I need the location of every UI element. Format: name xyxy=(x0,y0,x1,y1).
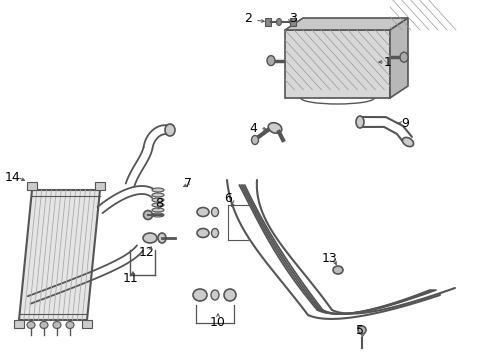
Text: 2: 2 xyxy=(244,12,252,24)
Text: 10: 10 xyxy=(210,315,226,328)
Ellipse shape xyxy=(143,233,157,243)
Text: 3: 3 xyxy=(289,12,297,24)
Ellipse shape xyxy=(211,290,219,300)
Polygon shape xyxy=(285,30,390,98)
Text: 6: 6 xyxy=(224,192,232,204)
Ellipse shape xyxy=(268,123,282,133)
Ellipse shape xyxy=(152,193,164,197)
Bar xyxy=(82,320,92,328)
Bar xyxy=(27,182,37,190)
Ellipse shape xyxy=(400,52,408,62)
Text: 12: 12 xyxy=(139,246,155,258)
Ellipse shape xyxy=(224,289,236,301)
Ellipse shape xyxy=(251,135,259,144)
Polygon shape xyxy=(285,18,408,30)
Ellipse shape xyxy=(40,321,48,328)
Ellipse shape xyxy=(165,124,175,136)
Ellipse shape xyxy=(158,233,166,243)
Polygon shape xyxy=(19,190,100,320)
Polygon shape xyxy=(390,18,408,98)
Ellipse shape xyxy=(212,229,219,238)
Text: 13: 13 xyxy=(322,252,338,265)
Ellipse shape xyxy=(212,207,219,216)
Ellipse shape xyxy=(197,207,209,216)
Ellipse shape xyxy=(358,326,366,334)
Ellipse shape xyxy=(276,18,281,26)
Ellipse shape xyxy=(144,211,152,220)
Bar xyxy=(14,320,24,328)
Text: 9: 9 xyxy=(401,117,409,130)
Ellipse shape xyxy=(152,208,164,212)
Ellipse shape xyxy=(356,116,364,128)
Bar xyxy=(265,18,271,26)
Ellipse shape xyxy=(27,321,35,328)
Ellipse shape xyxy=(152,198,164,202)
Ellipse shape xyxy=(152,188,164,192)
Text: 7: 7 xyxy=(184,176,192,189)
Text: 5: 5 xyxy=(356,324,364,337)
Ellipse shape xyxy=(197,229,209,238)
Ellipse shape xyxy=(66,321,74,328)
Ellipse shape xyxy=(152,213,164,217)
Ellipse shape xyxy=(402,138,414,147)
Text: 11: 11 xyxy=(123,271,139,284)
Text: 4: 4 xyxy=(249,122,257,135)
Ellipse shape xyxy=(193,289,207,301)
Ellipse shape xyxy=(152,203,164,207)
Text: 1: 1 xyxy=(384,55,392,68)
Text: 14: 14 xyxy=(5,171,21,184)
Ellipse shape xyxy=(333,266,343,274)
Text: 8: 8 xyxy=(155,197,163,210)
Ellipse shape xyxy=(53,321,61,328)
Bar xyxy=(290,18,296,26)
Ellipse shape xyxy=(267,55,275,66)
Bar xyxy=(95,182,105,190)
